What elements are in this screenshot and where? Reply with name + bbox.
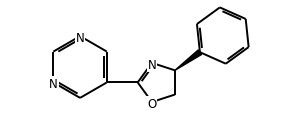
Text: N: N	[148, 58, 156, 71]
Text: N: N	[76, 32, 85, 45]
Polygon shape	[175, 51, 201, 71]
Text: O: O	[147, 97, 156, 110]
Text: N: N	[49, 78, 58, 91]
